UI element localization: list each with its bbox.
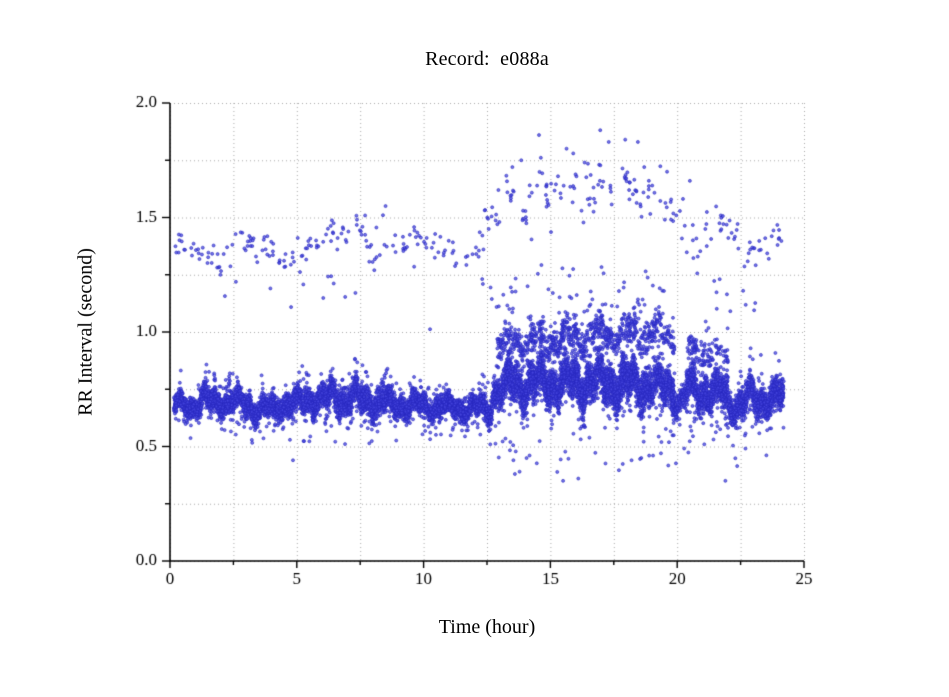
chart-title: Record: e088a xyxy=(425,48,549,70)
x-axis-label: Time (hour) xyxy=(438,616,536,638)
y-axis-label: RR Interval (second) xyxy=(74,248,97,416)
